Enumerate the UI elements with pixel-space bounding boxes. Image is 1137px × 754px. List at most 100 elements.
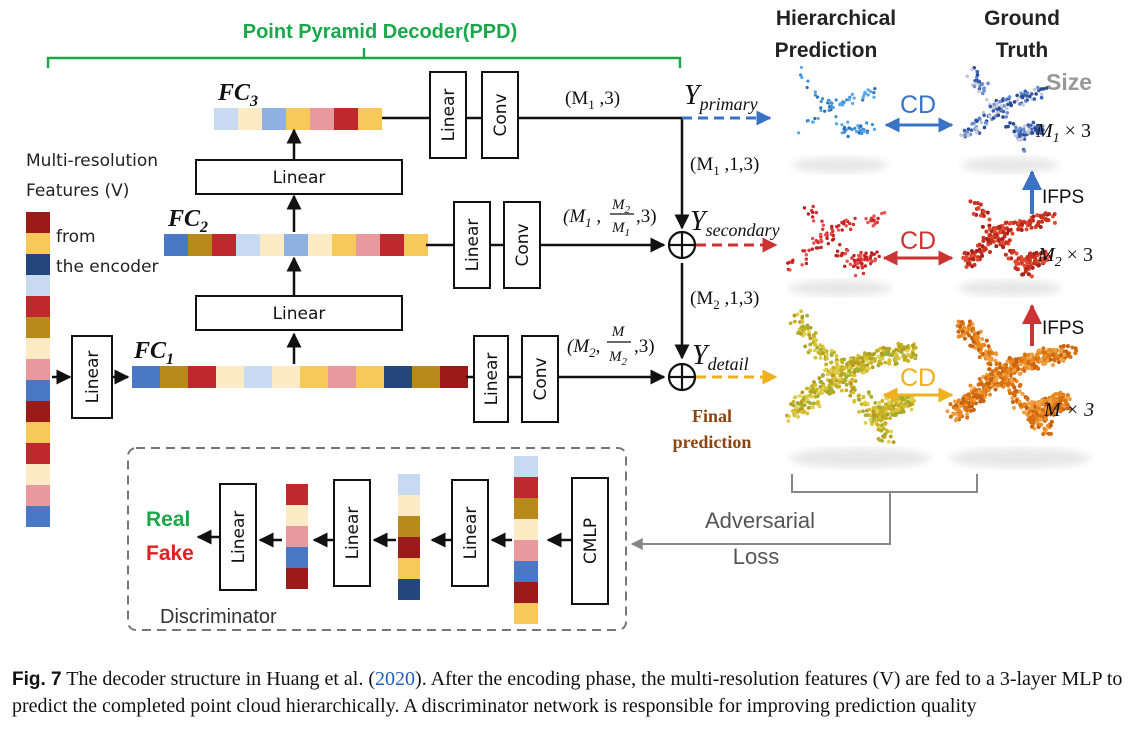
cloud-point (887, 361, 892, 366)
cloud-point (891, 401, 896, 405)
cloud-point (1015, 267, 1020, 272)
cloud-point (852, 399, 856, 404)
vector-cell (238, 108, 262, 130)
cloud-point (792, 313, 797, 318)
cloud-point (791, 403, 796, 408)
cloud-point (972, 84, 977, 89)
vector-cell (216, 366, 244, 388)
cloud-point (1026, 123, 1031, 127)
cloud-point (965, 74, 970, 79)
cloud-point (971, 211, 976, 216)
cloud-point (995, 110, 1000, 115)
cloud-point (812, 334, 816, 339)
cloud-point (813, 116, 817, 121)
vector-cell (286, 526, 308, 547)
cloud-point (1017, 371, 1022, 376)
cloud-point (805, 85, 809, 90)
cloud-point (1028, 264, 1033, 269)
cloud-point (1039, 215, 1044, 220)
cloud-point (964, 264, 969, 269)
cloud-point (1005, 359, 1010, 364)
cloud-point (965, 415, 970, 420)
vector-cell (398, 558, 420, 579)
linear-box-input (71, 335, 113, 419)
cloud-point (830, 388, 834, 393)
cloud-point (1039, 95, 1044, 100)
cloud-point (987, 350, 992, 355)
cloud-point (1033, 365, 1038, 370)
cloud-point (873, 414, 878, 418)
cloud-point (811, 219, 816, 223)
cloud-point (814, 246, 819, 250)
shape-m1-3: (M1 ,3) (565, 88, 620, 112)
fake-label: Fake (146, 542, 194, 565)
cloud-point (1044, 252, 1049, 257)
linear-text-fc1-fc2: Linear (273, 304, 326, 324)
cloud-point (860, 261, 864, 266)
cloud-point (1012, 100, 1017, 104)
cloud-point (974, 336, 979, 341)
cloud-point (1007, 238, 1012, 243)
vector-cell (398, 495, 420, 516)
cloud-point (968, 404, 973, 409)
cloud-point (885, 429, 890, 434)
cloud-point (900, 347, 905, 352)
vector-cell (26, 380, 50, 401)
caption-label: Fig. 7 (12, 669, 62, 690)
cloud-point (812, 348, 817, 353)
cloud-point (1007, 95, 1012, 99)
cloud-point (791, 399, 796, 404)
cloud-point (831, 229, 835, 233)
cloud-point (977, 247, 982, 252)
vector-cell (404, 234, 428, 256)
cloud-point (841, 100, 845, 104)
cloud-point (1045, 412, 1050, 417)
cloud-point (1001, 245, 1006, 250)
cloud-point (960, 329, 965, 334)
cloud-point (872, 95, 876, 99)
cloud-point (827, 108, 831, 112)
cloud-point (980, 82, 985, 86)
cloud-point (1027, 416, 1032, 421)
cloud-point (820, 373, 825, 378)
cloud-point (999, 240, 1004, 245)
cloud-point (1061, 344, 1066, 349)
cloud-point (843, 251, 848, 256)
adversarial-bracket (791, 474, 978, 493)
cloud-point (878, 346, 883, 351)
cloud-point (1022, 124, 1027, 128)
cloud-point (1029, 424, 1034, 429)
fc2-vector (164, 234, 428, 256)
vector-cell (398, 579, 420, 600)
cloud-point (857, 361, 861, 366)
cloud-point (829, 381, 834, 386)
cloud-point (824, 362, 829, 367)
cloud-point (786, 419, 791, 423)
cloud-point (996, 113, 1001, 118)
cloud-point (790, 408, 795, 413)
cloud-point (1052, 212, 1057, 217)
cloud-point (1048, 357, 1053, 362)
cloud-point (844, 388, 849, 393)
cloud-point (912, 399, 916, 403)
vector-cell (308, 234, 332, 256)
cloud-point (882, 210, 887, 215)
cloud-point (863, 264, 868, 268)
cloud-point (810, 384, 814, 389)
cloud-point (1026, 356, 1031, 361)
cloud-point (863, 255, 867, 259)
cloud-point (978, 350, 983, 355)
cloud-point (977, 242, 982, 247)
cloud-point (1030, 131, 1035, 135)
cloud-point (866, 390, 871, 395)
cloud-point (1013, 259, 1018, 264)
cloud-gt-primary (959, 66, 1049, 153)
cloud-point (977, 131, 982, 135)
cloud-point (913, 353, 918, 358)
caption-year-link[interactable]: 2020 (375, 668, 416, 690)
cloud-point (870, 422, 874, 426)
cloud-point (847, 98, 851, 102)
cloud-point (1031, 120, 1036, 125)
cloud-point (1010, 399, 1015, 404)
cloud-point (977, 355, 982, 360)
